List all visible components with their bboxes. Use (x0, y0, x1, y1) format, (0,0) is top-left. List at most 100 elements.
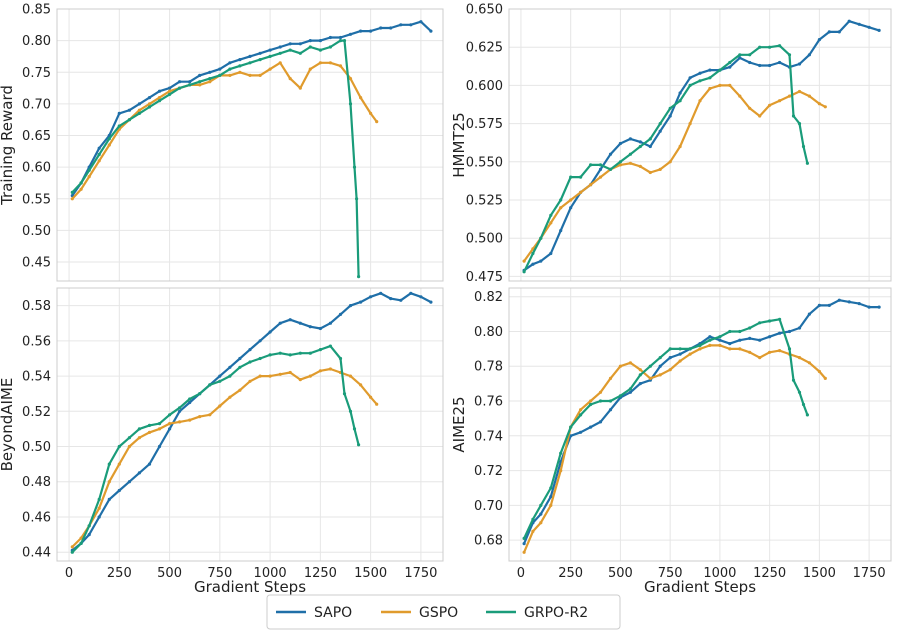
x-tick-label: 1000 (254, 566, 287, 581)
data-point-grpo-r2 (328, 344, 332, 348)
data-point-grpo-r2 (618, 394, 623, 398)
data-point-sapo (569, 206, 573, 210)
data-point-gspo (278, 372, 282, 376)
data-point-grpo-r2 (318, 48, 322, 52)
data-point-grpo-r2 (549, 486, 553, 490)
data-point-gspo (628, 161, 633, 165)
data-point-grpo-r2 (107, 137, 111, 141)
data-point-gspo (579, 408, 583, 412)
data-point-sapo (107, 497, 111, 501)
data-point-grpo-r2 (648, 364, 652, 368)
y-tick-label: 0.475 (466, 270, 503, 285)
data-point-grpo-r2 (258, 58, 262, 62)
data-point-grpo-r2 (708, 338, 712, 342)
data-point-gspo (137, 108, 141, 112)
y-tick-label: 0.48 (22, 475, 51, 490)
y-tick-label: 0.85 (22, 3, 51, 18)
data-point-gspo (688, 122, 692, 126)
data-point-sapo (648, 144, 652, 149)
data-point-grpo-r2 (248, 360, 252, 364)
data-point-sapo (549, 251, 553, 256)
legend-frame (266, 594, 621, 630)
data-point-gspo (549, 221, 553, 225)
data-point-grpo-r2 (198, 392, 202, 396)
panel-beyondaime: 0.44 0.46 0.48 0.50 0.52 0.54 0.56 0.58 0 250 500 7… (0, 287, 444, 596)
data-point-sapo (188, 400, 192, 405)
data-point-grpo-r2 (328, 45, 332, 49)
y-tick-label: 0.55 (22, 192, 51, 207)
data-point-grpo-r2 (668, 347, 672, 351)
data-point-gspo (658, 167, 662, 171)
panel-training-reward: 0.45 0.50 0.55 0.60 0.65 0.70 0.75 0.80 0.85 Trai… (0, 3, 444, 282)
data-point-gspo (228, 73, 232, 77)
y-tick-label: 0.575 (466, 117, 503, 132)
data-point-sapo (328, 321, 332, 325)
data-point-grpo-r2 (357, 443, 361, 447)
data-point-grpo-r2 (70, 190, 74, 194)
data-point-grpo-r2 (608, 167, 613, 171)
y-axis-title: AIME25 (450, 396, 468, 452)
data-point-gspo (748, 350, 752, 354)
data-point-grpo-r2 (248, 61, 252, 65)
data-point-sapo (877, 28, 881, 32)
data-point-grpo-r2 (728, 60, 732, 65)
data-point-sapo (847, 300, 851, 304)
x-tick-label: 750 (207, 566, 232, 581)
data-point-sapo (147, 96, 152, 100)
data-point-grpo-r2 (355, 197, 359, 201)
data-point-grpo-r2 (348, 102, 353, 106)
data-point-sapo (768, 335, 772, 339)
y-axis-title: HMMT25 (450, 112, 468, 177)
plot-area-training-reward (57, 9, 443, 281)
data-point-grpo-r2 (559, 451, 563, 455)
data-point-grpo-r2 (787, 347, 792, 351)
data-point-gspo (668, 368, 672, 372)
data-point-grpo-r2 (147, 423, 152, 427)
data-point-gspo (288, 77, 292, 81)
data-point-grpo-r2 (208, 383, 212, 387)
data-point-sapo (97, 515, 101, 519)
data-point-gspo (738, 94, 742, 98)
data-point-gspo (539, 521, 543, 525)
data-point-sapo (618, 141, 623, 146)
data-point-sapo (608, 408, 613, 412)
data-point-sapo (797, 326, 802, 330)
data-point-grpo-r2 (658, 122, 662, 126)
data-point-sapo (807, 312, 812, 316)
data-point-sapo (399, 23, 403, 27)
data-point-gspo (338, 64, 343, 68)
data-point-grpo-r2 (208, 77, 212, 81)
series-line-gspo (71, 367, 378, 549)
data-point-gspo (178, 420, 182, 424)
data-point-gspo (288, 370, 292, 375)
data-point-grpo-r2 (758, 321, 762, 325)
data-point-grpo-r2 (718, 335, 722, 339)
data-point-sapo (589, 425, 593, 429)
data-point-grpo-r2 (778, 317, 782, 321)
x-tick-label: 750 (658, 566, 683, 581)
data-point-gspo (308, 67, 312, 71)
data-point-grpo-r2 (569, 425, 573, 429)
data-point-gspo (718, 343, 722, 347)
data-point-grpo-r2 (738, 53, 742, 57)
data-point-gspo (549, 503, 553, 507)
data-point-grpo-r2 (708, 76, 712, 80)
data-point-grpo-r2 (97, 152, 101, 157)
data-point-sapo (797, 62, 802, 66)
data-point-gspo (778, 349, 782, 353)
data-point-gspo (522, 550, 526, 554)
data-point-sapo (658, 129, 662, 133)
data-point-gspo (238, 70, 242, 74)
data-point-sapo (389, 26, 393, 30)
data-point-sapo (248, 54, 252, 59)
data-point-gspo (308, 374, 312, 378)
data-point-gspo (559, 206, 563, 210)
data-point-sapo (228, 61, 232, 65)
y-tick-label: 0.50 (22, 440, 51, 455)
data-point-sapo (638, 382, 642, 386)
y-tick-label: 0.58 (22, 299, 51, 314)
data-point-sapo (137, 102, 141, 106)
data-point-grpo-r2 (791, 378, 796, 382)
data-point-sapo (708, 335, 712, 339)
